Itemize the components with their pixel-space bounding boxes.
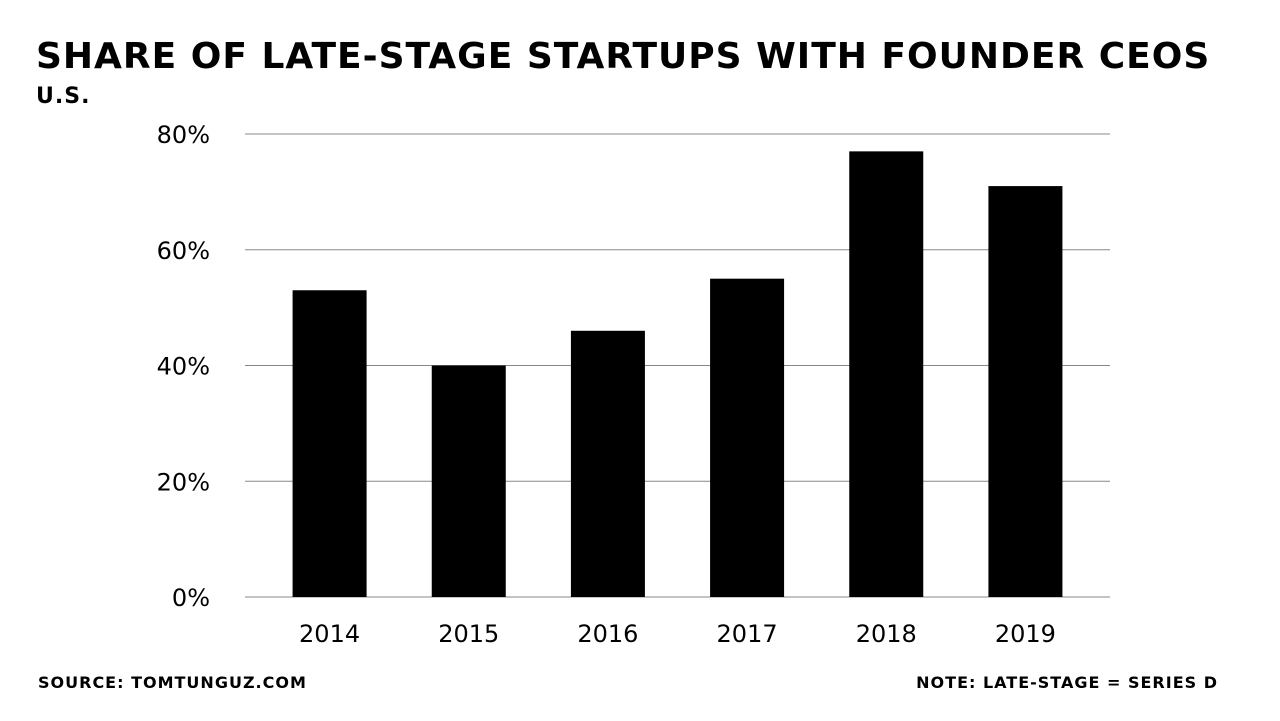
y-axis-tick-labels: 0% 20% 40% 60% 80%: [157, 121, 210, 612]
x-tick-label: 2014: [299, 620, 360, 648]
x-tick-label: 2019: [995, 620, 1056, 648]
x-tick-label: 2015: [438, 620, 499, 648]
chart-subtitle: U.S.: [36, 84, 91, 109]
x-tick-label: 2017: [717, 620, 778, 648]
bar-2018: [849, 151, 924, 598]
y-tick-label: 0%: [172, 584, 210, 612]
source-note: SOURCE: TOMTUNGUZ.COM: [38, 673, 307, 692]
bar-2016: [570, 330, 645, 597]
x-tick-label: 2016: [577, 620, 638, 648]
y-tick-label: 20%: [157, 468, 210, 496]
gridlines: [245, 133, 1110, 598]
y-tick-label: 40%: [157, 353, 210, 381]
y-tick-label: 80%: [157, 121, 210, 149]
bars: [292, 151, 1063, 598]
chart-title: SHARE OF LATE-STAGE STARTUPS WITH FOUNDE…: [36, 36, 1211, 77]
y-tick-label: 60%: [157, 237, 210, 265]
bar-2015: [431, 365, 506, 597]
x-tick-label: 2018: [856, 620, 917, 648]
bar-2017: [710, 278, 785, 597]
footnote: NOTE: LATE-STAGE = SERIES D: [916, 673, 1218, 692]
bar-2019: [988, 186, 1063, 597]
x-axis-tick-labels: 2014 2015 2016 2017 2018 2019: [299, 620, 1056, 648]
bar-2014: [292, 290, 367, 597]
